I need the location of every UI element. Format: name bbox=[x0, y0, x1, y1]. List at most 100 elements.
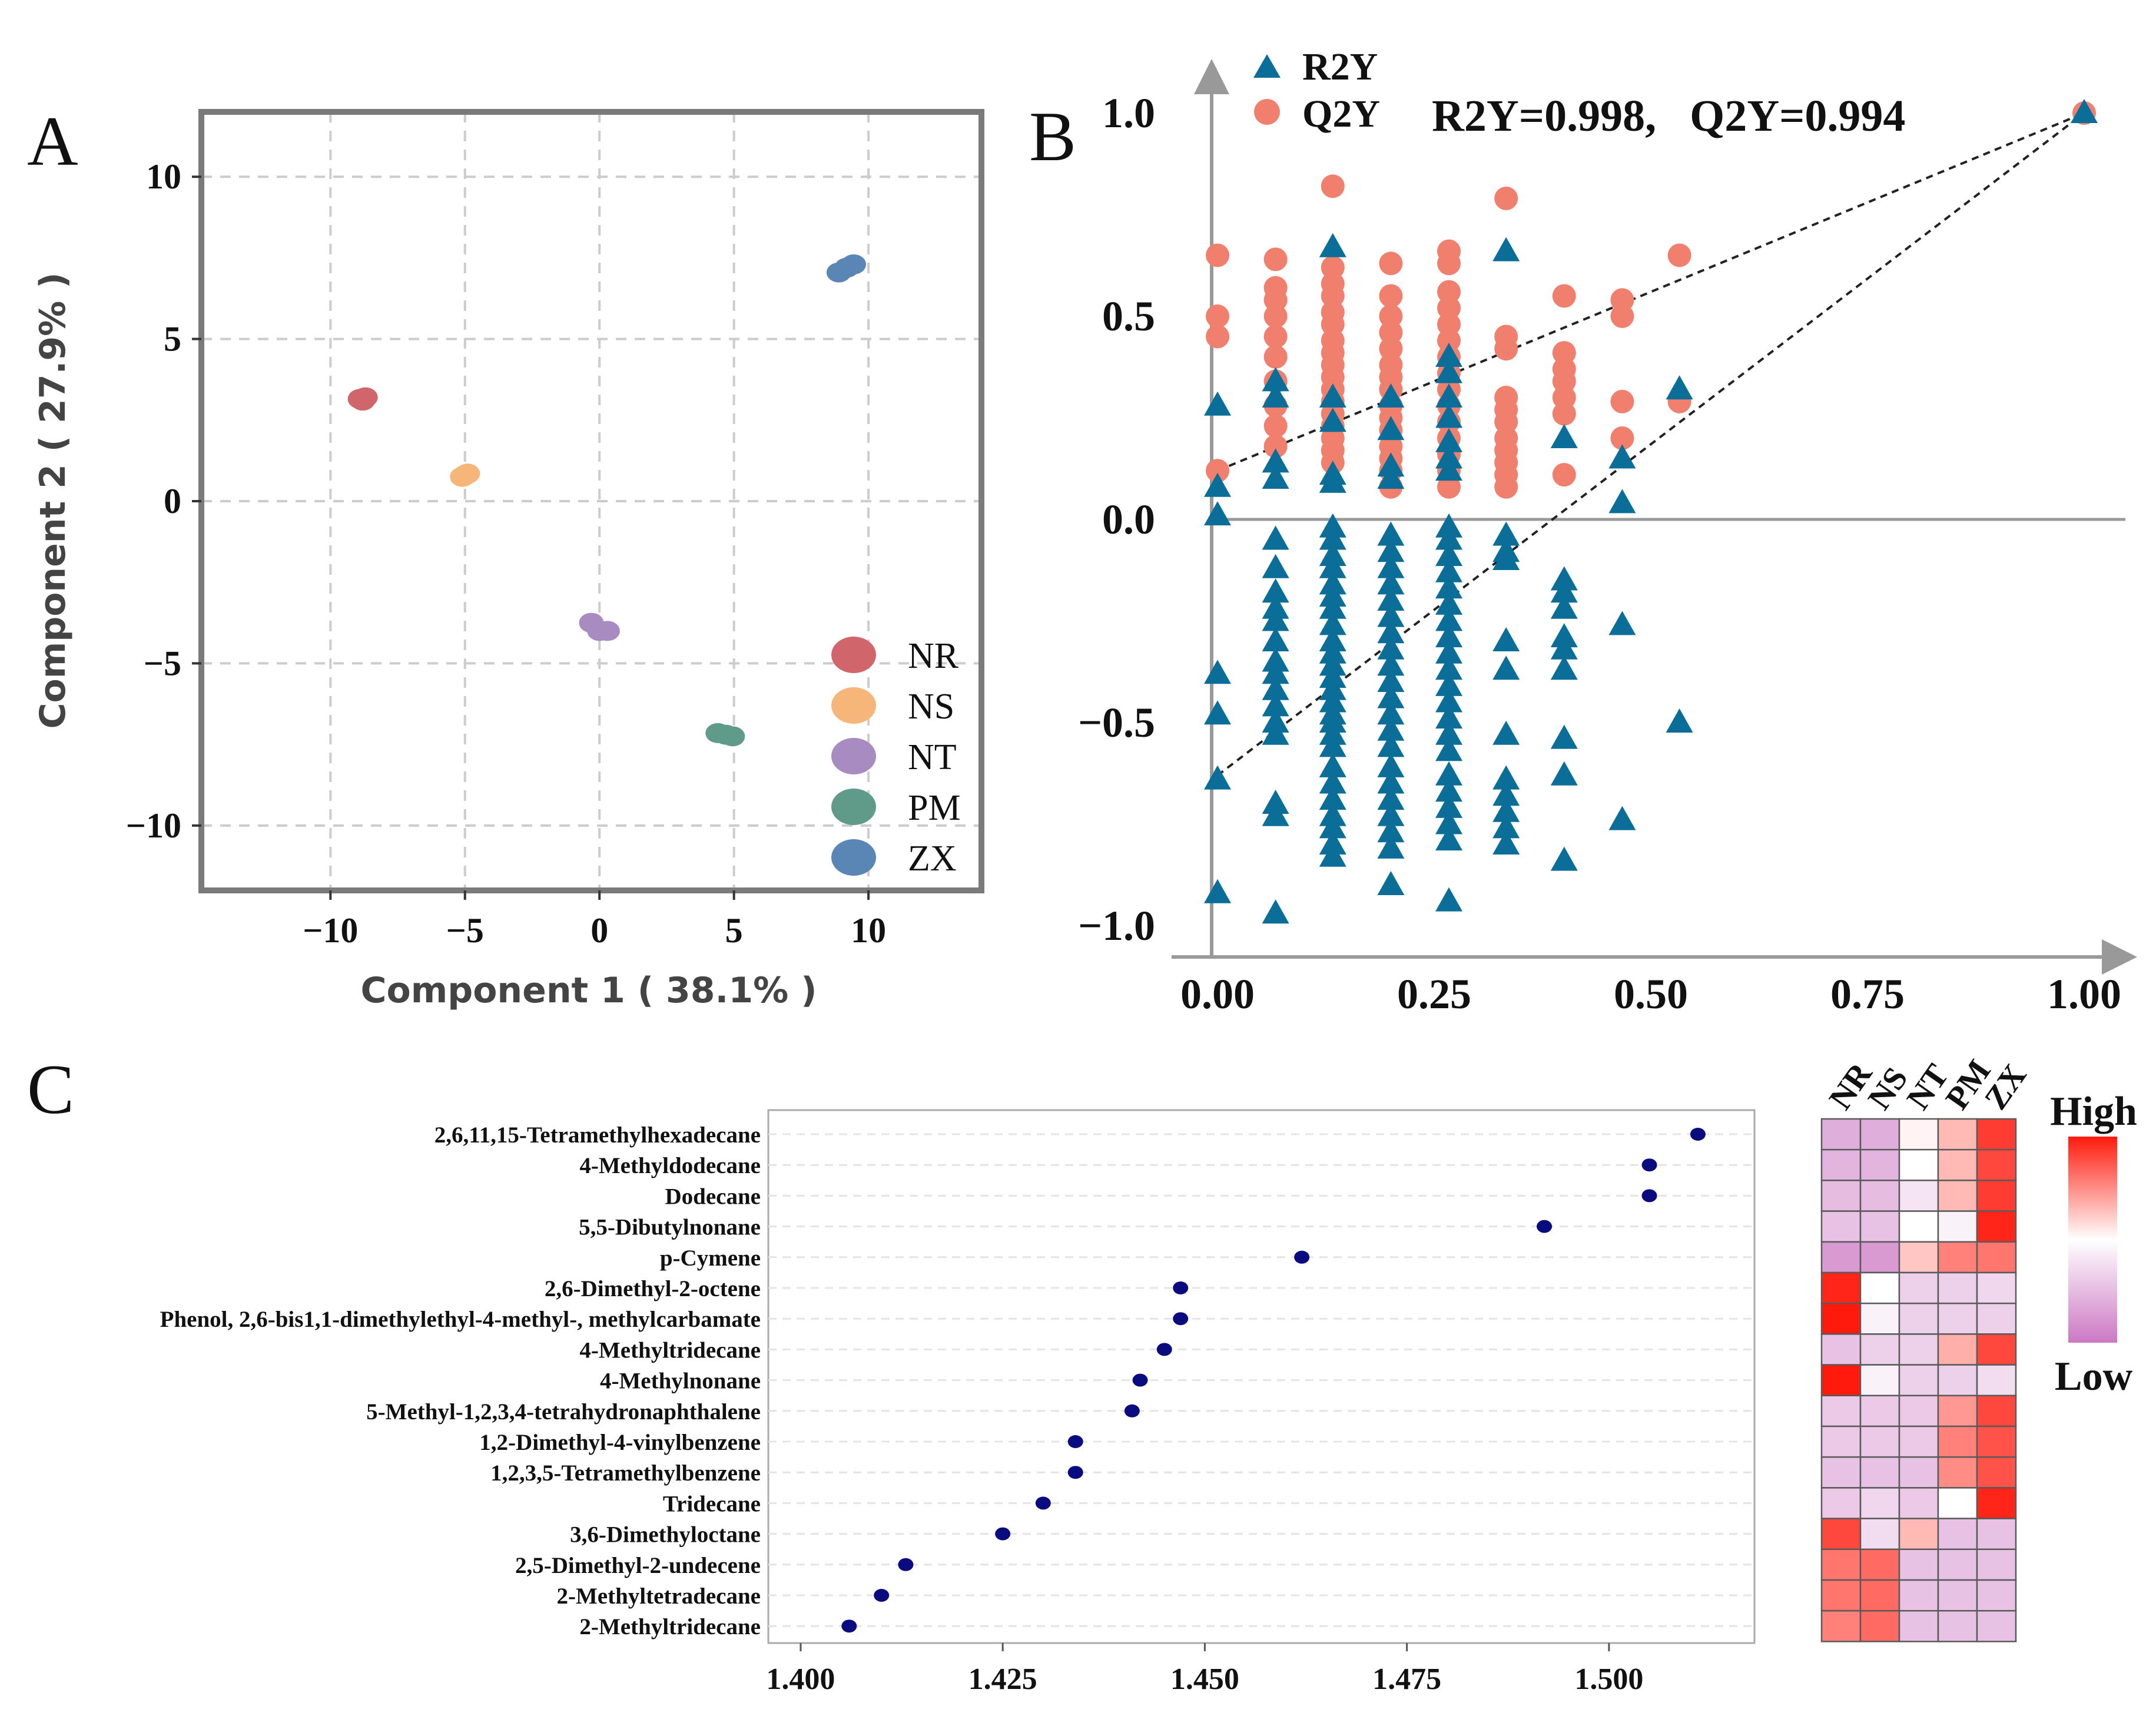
q2y-point bbox=[1263, 304, 1288, 328]
r2y-point bbox=[1377, 668, 1405, 692]
r2y-point bbox=[1492, 797, 1520, 822]
compound-dot bbox=[1641, 1158, 1657, 1172]
q2y-point bbox=[1552, 386, 1576, 409]
heatmap-cell bbox=[1820, 1364, 1862, 1397]
r2y-point bbox=[1204, 660, 1231, 684]
r2y-point bbox=[1550, 724, 1578, 749]
heatmap-cell bbox=[1937, 1395, 1978, 1428]
legend-swatch-zx bbox=[831, 839, 876, 876]
heatmap-cell bbox=[1859, 1271, 1900, 1304]
q2y-point bbox=[1552, 369, 1576, 393]
heatmap-cell bbox=[1898, 1518, 1939, 1551]
heatmap-cells bbox=[1820, 1118, 2017, 1642]
legend-label-nr: NR bbox=[908, 636, 959, 676]
heatmap-cell bbox=[1859, 1579, 1900, 1612]
r2y-point bbox=[1377, 416, 1405, 441]
heatmap-cell bbox=[1898, 1118, 1939, 1151]
q2y-point bbox=[1494, 186, 1518, 210]
heatmap-cell bbox=[1859, 1548, 1900, 1581]
panel-a-point-nr bbox=[350, 390, 376, 411]
heatmap-cell bbox=[1820, 1425, 1862, 1458]
r2y-point bbox=[1262, 594, 1289, 619]
q2y-point bbox=[1206, 243, 1229, 267]
compound-dot bbox=[898, 1558, 914, 1571]
r2y-point bbox=[1492, 627, 1520, 651]
heatmap-cell bbox=[1976, 1425, 2017, 1458]
heatmap-cell bbox=[1898, 1271, 1939, 1304]
panel-b-r2y-points bbox=[1204, 99, 2098, 924]
r2y-point bbox=[1204, 501, 1231, 526]
panel-b-legend: R2Y Q2Y bbox=[1253, 45, 1380, 135]
heatmap-cell bbox=[1820, 1148, 1862, 1181]
r2y-point bbox=[1377, 651, 1405, 676]
panel-c-x-tick-label: 1.475 bbox=[1372, 1662, 1441, 1696]
heatmap-cell bbox=[1820, 1271, 1862, 1304]
r2y-point bbox=[1262, 554, 1289, 578]
r2y-point bbox=[1319, 639, 1346, 664]
r2y-point bbox=[1319, 594, 1346, 619]
panel-a-y-tick-label: −5 bbox=[144, 644, 181, 683]
panel-a-x-tick-label: 0 bbox=[591, 911, 608, 950]
panel-a-y-tick-label: 5 bbox=[164, 320, 181, 359]
r2y-point bbox=[1435, 887, 1463, 912]
heatmap-cell bbox=[1898, 1333, 1939, 1366]
panel-a-x-axis-label: Component 1 ( 38.1% ) bbox=[360, 970, 817, 1011]
heatmap-cell bbox=[1898, 1180, 1939, 1212]
r2y-point bbox=[1377, 465, 1405, 489]
heatmap-cell bbox=[1976, 1518, 2017, 1551]
heatmap-cell bbox=[1820, 1609, 1862, 1642]
r2y-point bbox=[1550, 594, 1578, 619]
r2y-point bbox=[1435, 383, 1463, 408]
panel-c-x-tick-label: 1.400 bbox=[766, 1662, 835, 1696]
r2y-point bbox=[1377, 818, 1405, 843]
q2y-point bbox=[1379, 251, 1403, 276]
heatmap-cell bbox=[1937, 1333, 1978, 1366]
heatmap-cell bbox=[1937, 1210, 1978, 1243]
legend-q2y-marker bbox=[1254, 99, 1280, 125]
r2y-point bbox=[1319, 542, 1346, 567]
r2y-point bbox=[1319, 708, 1346, 733]
panel-c-x-tick-label: 1.450 bbox=[1170, 1662, 1239, 1696]
r2y-point bbox=[1435, 793, 1463, 818]
panel-c-x-ticks: 1.400 1.425 1.450 1.475 1.500 bbox=[766, 1643, 1643, 1696]
q2y-point bbox=[1552, 402, 1576, 426]
r2y-point bbox=[1608, 489, 1636, 514]
compound-dot bbox=[1067, 1435, 1083, 1448]
r2y-point bbox=[1377, 635, 1405, 660]
heatmap-cell bbox=[1976, 1333, 2017, 1366]
heatmap-cell bbox=[1820, 1333, 1862, 1366]
r2y-point bbox=[1319, 513, 1346, 538]
r2y-point bbox=[1319, 753, 1346, 777]
r2y-point bbox=[1319, 570, 1346, 595]
q2y-point bbox=[1263, 288, 1288, 312]
r2y-point bbox=[1435, 639, 1463, 664]
r2y-point bbox=[1435, 720, 1463, 745]
r2y-point bbox=[1262, 660, 1289, 684]
r2y-point bbox=[1377, 521, 1405, 546]
panel-a-x-tick-label: −5 bbox=[446, 911, 484, 950]
r2y-point bbox=[1262, 525, 1289, 550]
r2y-point bbox=[1435, 428, 1463, 452]
panel-a-x-tick-label: 5 bbox=[725, 911, 743, 950]
q2y-point bbox=[1552, 284, 1576, 308]
compound-label: 3,6-Dimethyloctane bbox=[570, 1522, 761, 1548]
r2y-point bbox=[1435, 343, 1463, 367]
r2y-point bbox=[1492, 546, 1520, 570]
heatmap-cell bbox=[1937, 1548, 1978, 1581]
heatmap-cell bbox=[1976, 1271, 2017, 1304]
r2y-point bbox=[1492, 521, 1520, 546]
legend-swatch-nr bbox=[831, 637, 876, 673]
r2y-point bbox=[1262, 607, 1289, 631]
r2y-point bbox=[1492, 237, 1520, 261]
compound-dot bbox=[1173, 1281, 1189, 1294]
panel-b-y-tick-label: 0.0 bbox=[1102, 496, 1155, 543]
r2y-point bbox=[1377, 871, 1405, 895]
q2y-point bbox=[1552, 341, 1576, 365]
r2y-point bbox=[1204, 700, 1231, 725]
compound-label: 2-Methyltridecane bbox=[579, 1614, 761, 1640]
r2y-point bbox=[1204, 765, 1231, 790]
r2y-point bbox=[1319, 720, 1346, 745]
panel-a-y-tick-label: 0 bbox=[164, 482, 181, 521]
r2y-point bbox=[1319, 611, 1346, 635]
